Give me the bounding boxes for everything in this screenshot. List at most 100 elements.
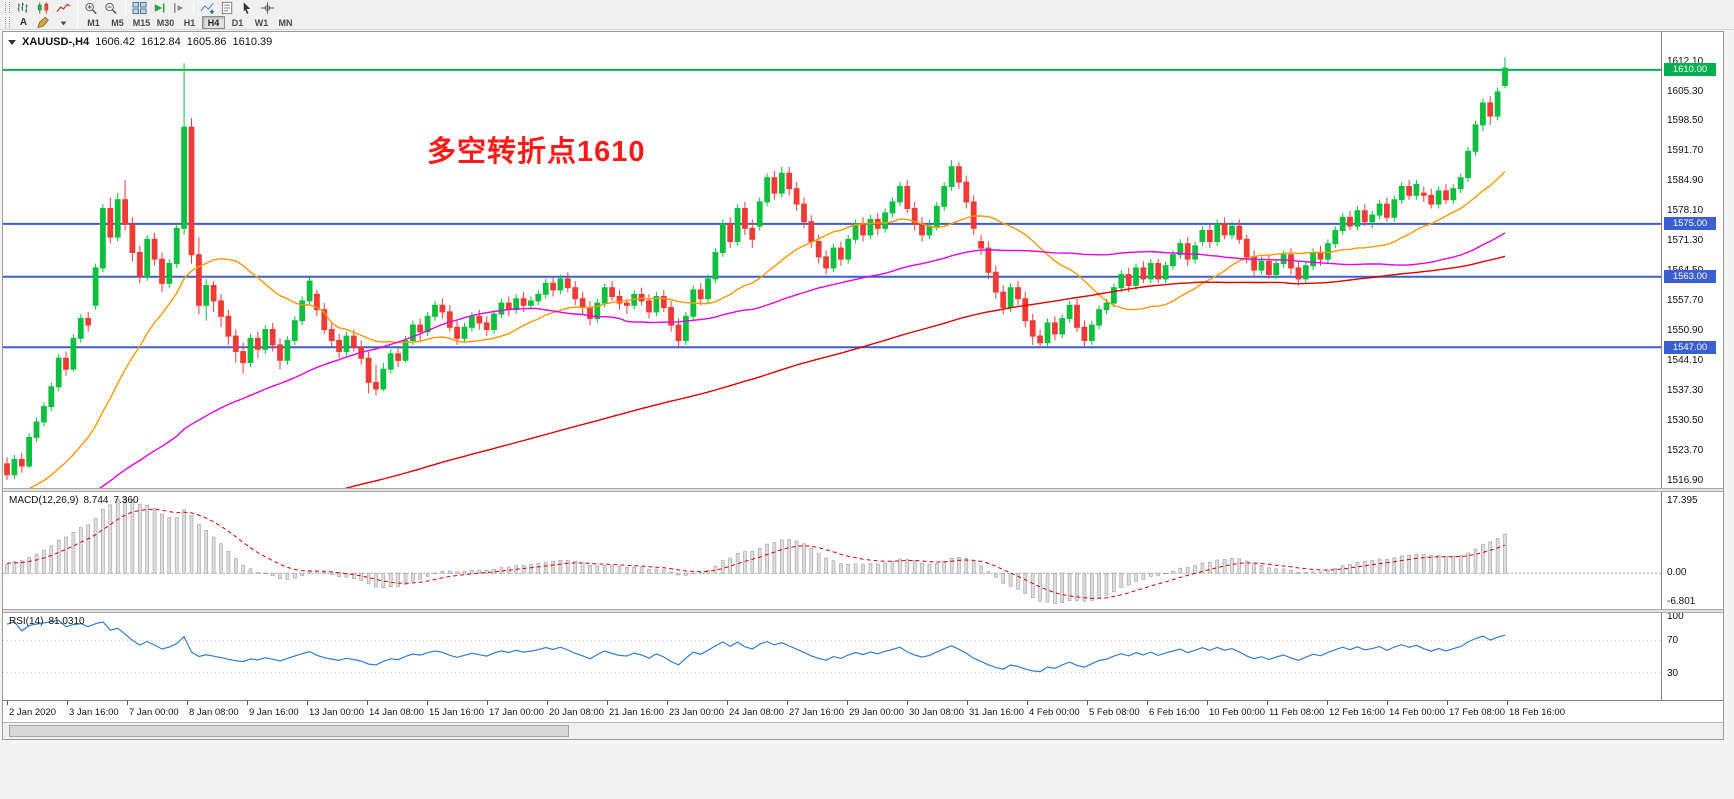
- scrollbar-thumb[interactable]: [9, 725, 569, 737]
- annotation-text[interactable]: 多空转折点1610: [427, 136, 646, 168]
- bar-chart-icon: [17, 1, 28, 13]
- toolbar-button-bar-chart[interactable]: [14, 1, 33, 15]
- templates-icon: [221, 1, 233, 14]
- price-axis-label: 1598.50: [1667, 115, 1704, 126]
- time-axis-label: 23 Jan 00:00: [669, 707, 724, 718]
- toolbar-button-cursor[interactable]: [238, 1, 257, 15]
- toolbar-button-chart-shift[interactable]: [170, 1, 189, 15]
- toolbar-button-dropdown-arrow[interactable]: [54, 16, 73, 30]
- time-axis-tick: [547, 701, 548, 705]
- timeframe-button-m1[interactable]: M1: [87, 17, 100, 28]
- time-axis-label: 14 Jan 08:00: [369, 707, 424, 718]
- pane-splitter[interactable]: [3, 609, 1723, 613]
- toolbar-grip[interactable]: [5, 17, 10, 28]
- time-axis-tick: [1087, 701, 1088, 705]
- time-axis-label: 11 Feb 08:00: [1269, 707, 1325, 718]
- rsi-pane[interactable]: RSI(14) 81.0310: [3, 613, 1661, 700]
- time-axis-label: 9 Jan 16:00: [249, 707, 299, 718]
- timeframe-button-h1[interactable]: H1: [183, 17, 196, 28]
- price-axis-label: 1578.10: [1667, 205, 1704, 216]
- auto-scroll-icon: [154, 2, 165, 13]
- time-axis-tick: [1327, 701, 1328, 705]
- price-axis-label: 1523.70: [1667, 445, 1704, 456]
- timeframe-button-m15[interactable]: M15: [132, 17, 151, 28]
- macd-pane[interactable]: MACD(12,26,9) 8.744 7.360: [3, 492, 1661, 609]
- toolbar-button-tile-windows[interactable]: [130, 1, 149, 15]
- rsi-axis-label: 100: [1667, 611, 1684, 622]
- time-axis-label: 4 Feb 00:00: [1029, 707, 1080, 718]
- time-axis-tick: [787, 701, 788, 705]
- horizontal-scrollbar[interactable]: [3, 722, 1723, 739]
- text-tool-button[interactable]: A: [19, 17, 28, 28]
- symbol-dropdown-icon[interactable]: [8, 39, 16, 45]
- price-axis-label: 1584.90: [1667, 175, 1704, 186]
- ma-slow-line: [344, 255, 1506, 488]
- price-axis-label: 1550.90: [1667, 325, 1704, 336]
- time-axis-tick: [247, 701, 248, 705]
- price-axis-label: 1557.70: [1667, 295, 1704, 306]
- open-value: 1606.42: [95, 36, 135, 48]
- toolbar-button-zoom-out[interactable]: [102, 1, 121, 15]
- time-axis-tick: [727, 701, 728, 705]
- toolbar-button-templates[interactable]: [218, 1, 237, 15]
- time-axis-label: 13 Jan 00:00: [309, 707, 364, 718]
- toolbar-separator: [125, 1, 126, 14]
- close-value: 1610.39: [232, 36, 273, 48]
- price-axis-label: 1537.30: [1667, 385, 1704, 396]
- toolbar-grip[interactable]: [5, 2, 10, 13]
- time-axis-tick: [907, 701, 908, 705]
- main-chart-pane[interactable]: XAUUSD-,H4 1606.42 1612.84 1605.86 1610.…: [3, 32, 1661, 488]
- line-chart-icon: [56, 2, 71, 12]
- price-axis-label: 1530.50: [1667, 415, 1704, 426]
- timeframe-button-m5[interactable]: M5: [111, 17, 124, 28]
- time-axis-tick: [367, 701, 368, 705]
- time-axis-label: 2 Jan 2020: [9, 707, 57, 718]
- timeframe-button-w1[interactable]: W1: [254, 17, 269, 28]
- rsi-value: 81.0310: [48, 616, 85, 627]
- price-axis-label: 1612.10: [1667, 56, 1704, 67]
- time-axis-label: 17 Feb 08:00: [1449, 707, 1505, 718]
- price-tag-1563.00: 1563.00: [1664, 270, 1716, 283]
- toolbar-button-crosshair[interactable]: [258, 1, 277, 15]
- toolbar-button-candlestick-chart[interactable]: [34, 1, 53, 15]
- dropdown-arrow-icon: [60, 21, 67, 25]
- pane-splitter[interactable]: [3, 488, 1723, 492]
- toolbar-separator: [77, 1, 78, 14]
- time-axis-label: 20 Jan 08:00: [549, 707, 604, 718]
- price-tag-1547.00: 1547.00: [1664, 341, 1716, 354]
- time-axis-tick: [667, 701, 668, 705]
- time-axis[interactable]: 2 Jan 2020 3 Jan 16:00 7 Jan 00:00 8 Jan 08…: [3, 700, 1723, 722]
- toolbar-button-line-chart[interactable]: [54, 1, 73, 15]
- timeframe-button-d1[interactable]: D1: [231, 17, 244, 28]
- timeframe-button-h4[interactable]: H4: [202, 16, 225, 29]
- timeframe-button-m30[interactable]: M30: [156, 17, 175, 28]
- cursor-icon: [243, 1, 251, 14]
- price-axis[interactable]: 1612.10 1605.30 1598.50 1591.70 1584.90 1578.…: [1661, 32, 1723, 700]
- time-axis-tick: [1447, 701, 1448, 705]
- toolbar-row-2: A M1 M5 M15 M30 H1 H4 D1 W1 MN: [0, 15, 1734, 30]
- time-axis-label: 24 Jan 08:00: [729, 707, 784, 718]
- time-axis-label: 14 Feb 00:00: [1389, 707, 1445, 718]
- toolbar: A M1 M5 M15 M30 H1 H4 D1 W1 MN: [0, 0, 1734, 30]
- toolbar-button-zoom-in[interactable]: [82, 1, 101, 15]
- time-axis-tick: [427, 701, 428, 705]
- toolbar-separator: [77, 16, 78, 29]
- toolbar-button-indicators[interactable]: [198, 1, 217, 15]
- indicators-icon: [200, 2, 215, 14]
- toolbar-button-pencil[interactable]: [34, 16, 53, 30]
- toolbar-button-auto-scroll[interactable]: [150, 1, 169, 15]
- time-axis-label: 8 Jan 08:00: [189, 707, 239, 718]
- price-tag-1575.00: 1575.00: [1664, 217, 1716, 230]
- time-axis-tick: [1387, 701, 1388, 705]
- time-axis-label: 7 Jan 00:00: [129, 707, 179, 718]
- rsi-axis-label: 30: [1667, 668, 1679, 679]
- ma-fast-line: [28, 171, 1506, 488]
- time-axis-label: 5 Feb 08:00: [1089, 707, 1140, 718]
- macd-signal-value: 7.360: [113, 495, 139, 506]
- chart-window: XAUUSD-,H4 1606.42 1612.84 1605.86 1610.…: [2, 31, 1724, 740]
- time-axis-label: 6 Feb 16:00: [1149, 707, 1200, 718]
- price-axis-label: 1605.30: [1667, 86, 1704, 97]
- macd-axis-label: 0.00: [1667, 567, 1687, 578]
- timeframe-button-mn[interactable]: MN: [278, 17, 293, 28]
